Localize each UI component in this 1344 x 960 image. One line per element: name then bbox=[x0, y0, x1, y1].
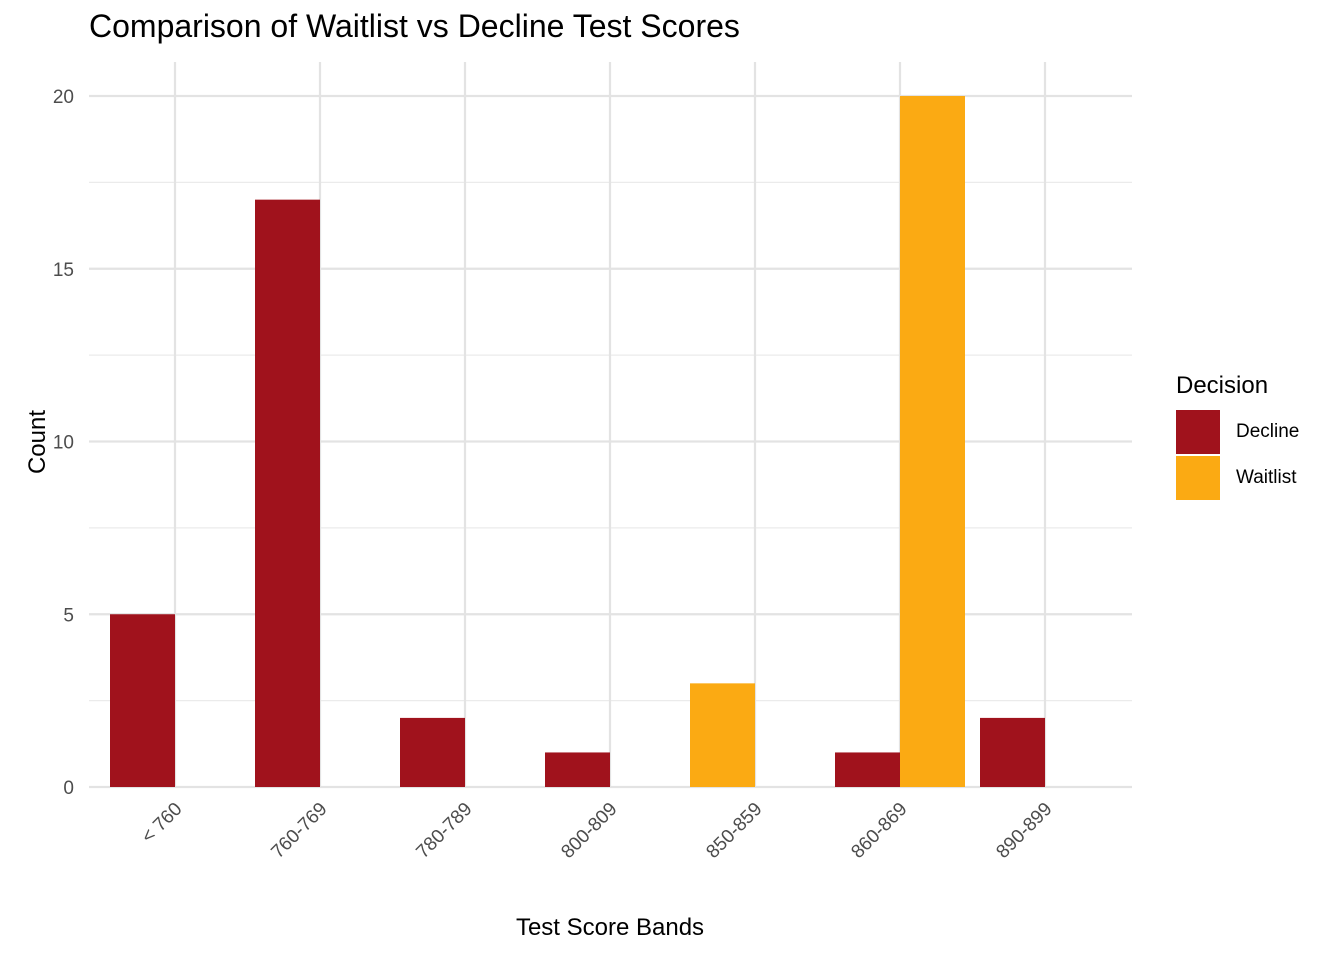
bar-decline-860-869 bbox=[835, 752, 900, 787]
legend-title: Decision bbox=[1176, 372, 1269, 399]
legend-item-waitlist: Waitlist bbox=[1176, 456, 1299, 500]
bar-decline-760 bbox=[110, 614, 175, 787]
x-tick-label: < 760 bbox=[138, 799, 187, 848]
x-tick-label: 780-789 bbox=[412, 799, 476, 863]
x-tick-label: 890-899 bbox=[992, 799, 1056, 863]
legend-swatch-waitlist bbox=[1176, 456, 1220, 500]
bar-decline-780-789 bbox=[400, 717, 465, 787]
y-axis-title: Count bbox=[24, 409, 51, 475]
x-tick-label: 860-869 bbox=[847, 799, 911, 863]
y-tick-label: 5 bbox=[63, 605, 74, 626]
y-tick-label: 10 bbox=[53, 433, 74, 454]
bar-decline-760-769 bbox=[255, 199, 320, 787]
bar-waitlist-860-869 bbox=[900, 96, 965, 787]
x-tick-label: 760-769 bbox=[267, 799, 331, 863]
legend-item-decline: Decline bbox=[1176, 410, 1299, 454]
x-tick-label: 850-859 bbox=[702, 799, 766, 863]
bar-waitlist-850-859 bbox=[690, 683, 755, 787]
legend-label-decline: Decline bbox=[1236, 421, 1300, 442]
legend-label-waitlist: Waitlist bbox=[1236, 467, 1297, 488]
y-tick-label: 20 bbox=[53, 87, 74, 108]
legend: Decision Decline Waitlist bbox=[1176, 372, 1299, 502]
chart-title: Comparison of Waitlist vs Decline Test S… bbox=[89, 8, 740, 44]
bar-decline-800-809 bbox=[545, 752, 610, 787]
y-tick-label: 0 bbox=[63, 778, 74, 799]
legend-swatch-decline bbox=[1176, 410, 1220, 454]
y-tick-label: 15 bbox=[53, 260, 74, 281]
x-tick-label: 800-809 bbox=[557, 799, 621, 863]
bar-decline-890-899 bbox=[980, 717, 1045, 787]
x-axis-title: Test Score Bands bbox=[515, 914, 705, 941]
